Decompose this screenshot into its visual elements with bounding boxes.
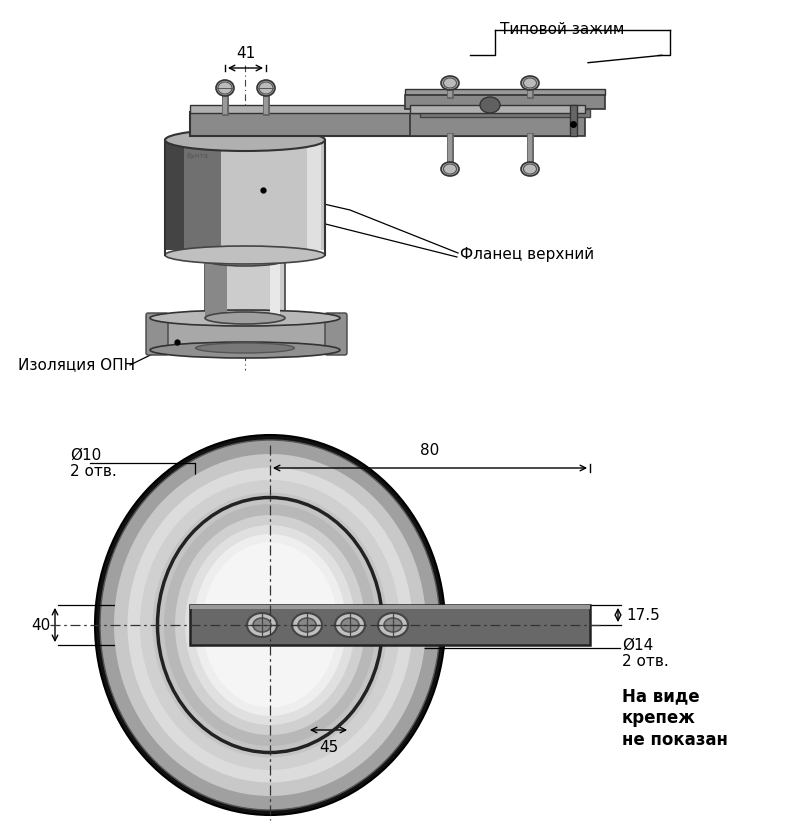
Ellipse shape [202,542,338,707]
Bar [570,105,577,136]
Ellipse shape [205,312,285,324]
Ellipse shape [165,129,325,151]
Ellipse shape [292,613,322,637]
Bar [205,260,285,318]
Ellipse shape [523,164,537,174]
Ellipse shape [140,480,400,770]
Text: Изоляция ОПН: Изоляция ОПН [18,358,135,373]
Bar [165,140,221,250]
Text: Бунта: Бунта [187,153,209,159]
Ellipse shape [521,76,539,90]
Ellipse shape [194,534,346,716]
Bar [150,318,340,350]
FancyBboxPatch shape [146,313,168,355]
Ellipse shape [341,618,359,632]
Ellipse shape [153,493,387,757]
Text: 41: 41 [236,46,255,61]
Text: На виде: На виде [622,687,700,705]
Text: Фланец верхний: Фланец верхний [460,247,594,263]
Ellipse shape [127,468,413,783]
Ellipse shape [480,97,500,113]
Ellipse shape [100,440,440,810]
Text: 17.5: 17.5 [626,607,660,622]
Ellipse shape [335,613,365,637]
Ellipse shape [150,342,340,358]
Bar [175,140,325,250]
Ellipse shape [259,82,273,94]
Bar [190,605,590,645]
FancyBboxPatch shape [325,313,347,355]
Bar [410,105,585,113]
Text: 80: 80 [420,443,440,458]
Bar [410,112,585,136]
Ellipse shape [443,164,457,174]
Ellipse shape [441,76,459,90]
Text: 2 отв.: 2 отв. [622,655,669,670]
Bar [205,260,227,318]
Ellipse shape [441,162,459,176]
Text: крепеж: крепеж [622,709,696,727]
Ellipse shape [205,254,285,266]
Bar [165,140,184,250]
Bar [190,605,590,609]
Ellipse shape [521,162,539,176]
Bar [307,140,321,250]
Ellipse shape [164,504,376,746]
Ellipse shape [443,78,457,88]
Ellipse shape [257,80,275,96]
Ellipse shape [247,613,277,637]
Ellipse shape [216,80,234,96]
Ellipse shape [95,435,445,815]
Ellipse shape [195,343,294,353]
Text: не показан: не показан [622,731,728,749]
Bar [190,105,570,113]
Text: 2 отв.: 2 отв. [70,464,117,479]
Ellipse shape [114,454,426,796]
Bar [190,112,570,136]
Text: Типовой зажим: Типовой зажим [500,22,624,37]
Text: Ø10: Ø10 [70,448,102,463]
Ellipse shape [378,613,408,637]
Ellipse shape [185,525,355,725]
Ellipse shape [150,310,340,326]
Ellipse shape [165,246,325,264]
Text: 45: 45 [319,740,338,755]
Bar [420,109,590,117]
Bar [405,95,605,109]
Ellipse shape [523,78,537,88]
Bar [405,89,605,95]
Ellipse shape [218,82,232,94]
Ellipse shape [250,605,290,645]
Ellipse shape [298,618,316,632]
Bar [270,260,280,318]
Ellipse shape [175,515,365,735]
Text: 40: 40 [30,617,50,632]
Ellipse shape [384,618,402,632]
Text: Ø14: Ø14 [622,637,654,652]
Ellipse shape [253,618,271,632]
